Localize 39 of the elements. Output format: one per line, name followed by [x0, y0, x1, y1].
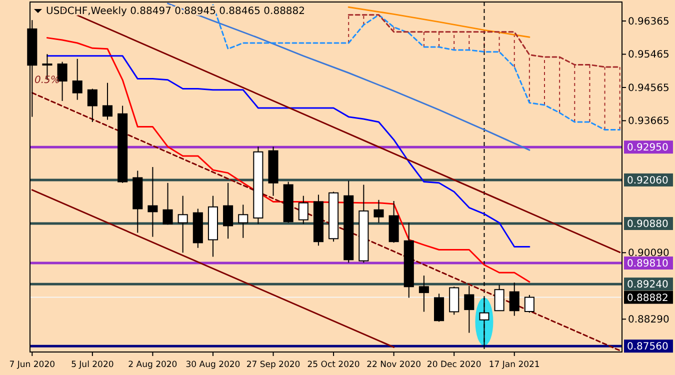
x-tick-label: 20 Dec 2020	[426, 360, 482, 370]
y-tick-label: 0.93665	[628, 116, 670, 128]
x-tick-label: 2 Aug 2020	[128, 360, 178, 370]
candlestick	[162, 182, 173, 226]
ref-line-label: 0.90880	[627, 219, 668, 230]
candlestick	[87, 88, 98, 122]
candlestick	[72, 58, 82, 100]
ref-line-label: 0.89240	[627, 280, 668, 291]
candlestick	[374, 199, 384, 224]
candlestick	[148, 166, 158, 238]
candlestick	[418, 275, 429, 312]
line-series	[348, 6, 530, 38]
ref-line-label: 0.92950	[627, 142, 668, 154]
x-tick-label: 22 Nov 2020	[366, 360, 422, 370]
x-tick-label: 25 Oct 2020	[307, 360, 360, 370]
y-tick-label: 0.94565	[628, 82, 670, 94]
ref-line-label: 0.92060	[627, 175, 668, 186]
y-tick-label: 0.96365	[628, 16, 670, 28]
y-tick-label: 0.90090	[628, 248, 670, 260]
x-tick-label: 5 Jul 2020	[71, 360, 114, 370]
candlestick	[178, 195, 188, 254]
x-tick-label: 7 Jun 2020	[9, 360, 56, 370]
y-tick-label: 0.88290	[628, 314, 670, 326]
x-tick-label: 27 Sep 2020	[246, 360, 300, 370]
candlestick	[509, 282, 520, 316]
candlestick	[102, 82, 113, 120]
candlestick	[434, 293, 444, 322]
x-tick-label: 17 Jan 2021	[488, 360, 540, 370]
y-tick-label: 0.95465	[628, 50, 670, 61]
candlestick	[223, 182, 234, 240]
x-tick-label: 30 Aug 2020	[186, 360, 240, 370]
candlestick	[464, 285, 474, 334]
candlestick	[298, 195, 308, 224]
annotation: 0.5%	[34, 74, 60, 86]
ref-line-label: 0.87560	[627, 342, 668, 353]
candlestick	[238, 204, 248, 238]
ref-line-label: 0.88882	[627, 292, 668, 304]
candlestick	[57, 61, 68, 102]
ref-line-label: 0.89810	[627, 258, 668, 270]
